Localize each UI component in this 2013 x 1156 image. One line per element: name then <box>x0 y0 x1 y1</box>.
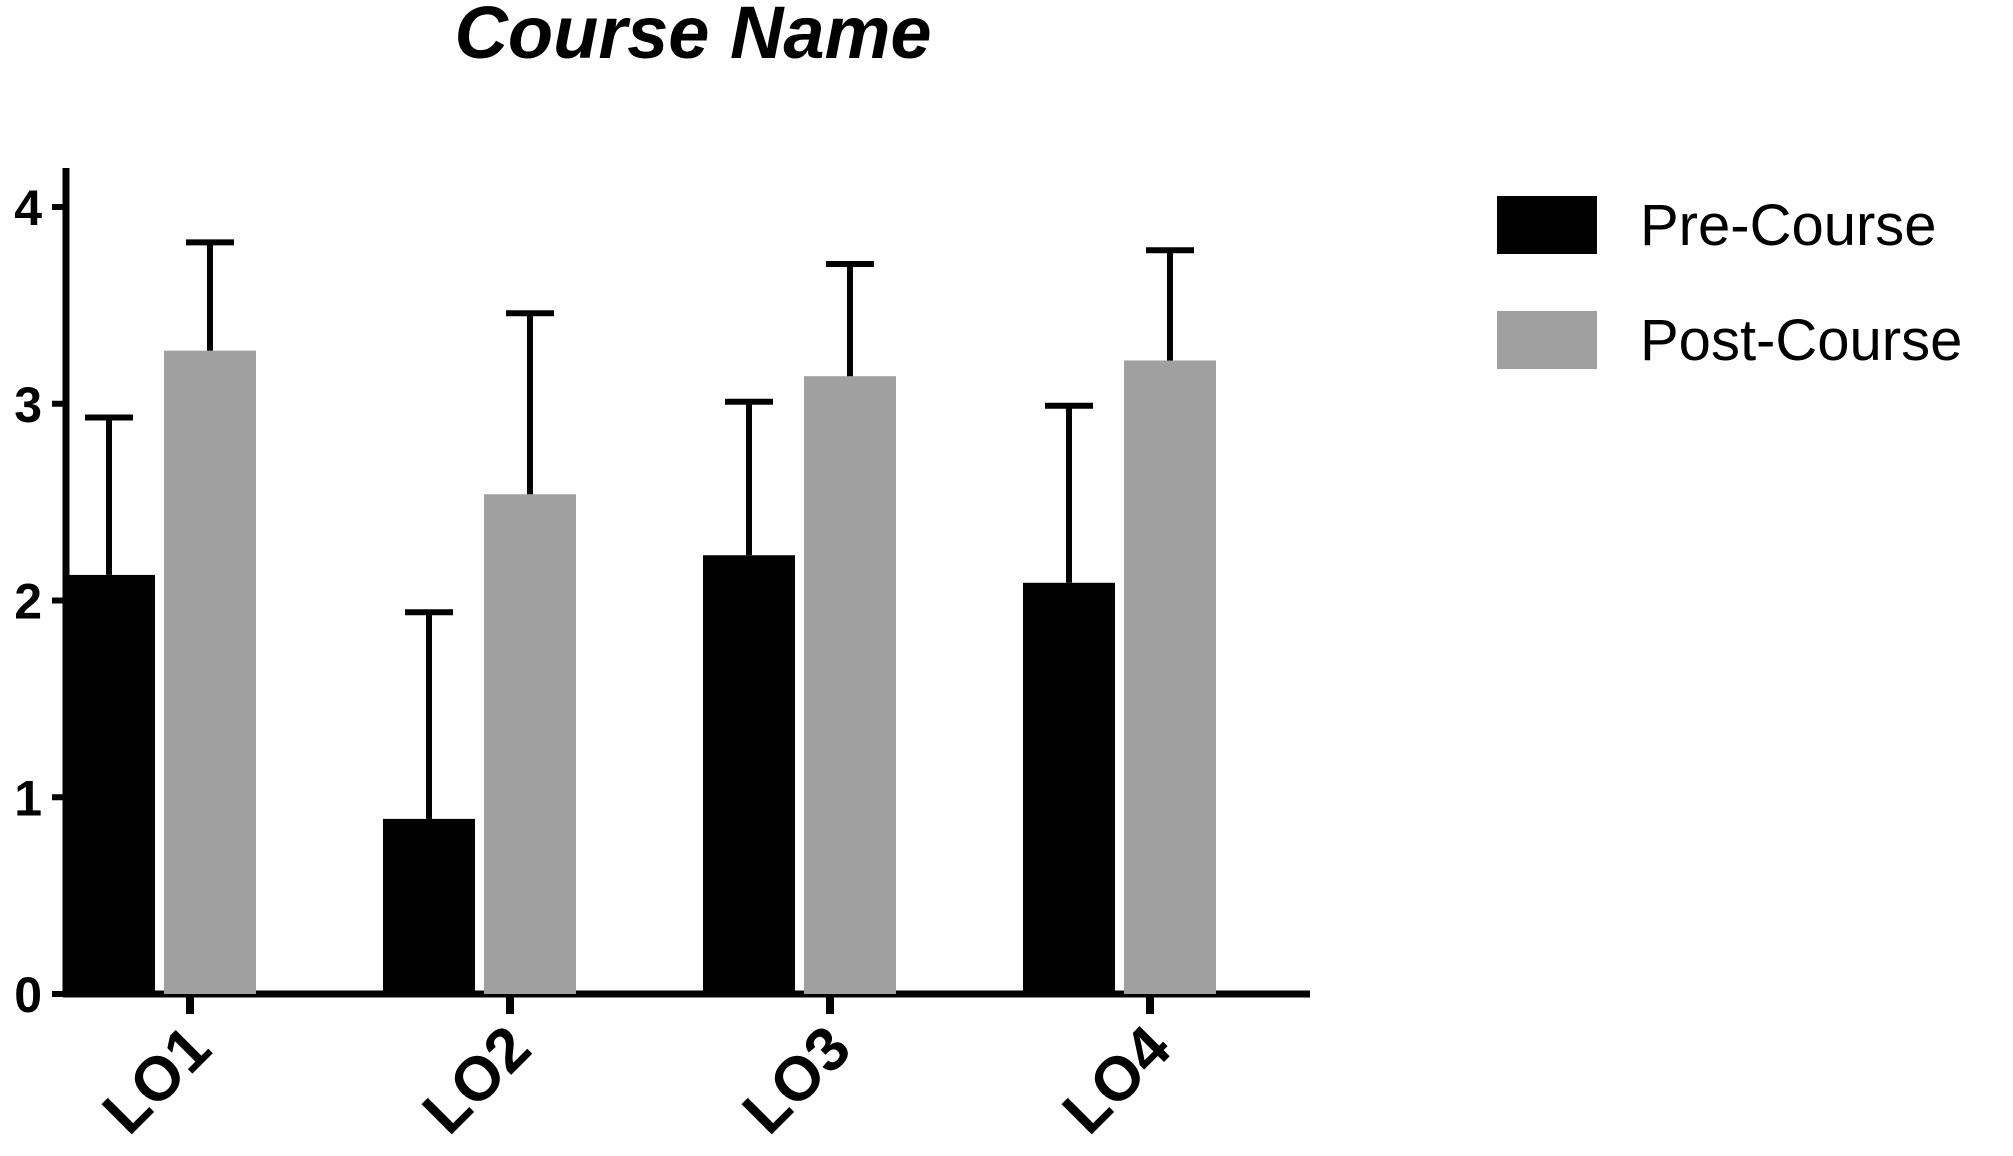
legend-swatch <box>1497 311 1597 369</box>
x-tick-label: LO2 <box>410 1013 544 1147</box>
bar-post-course-lo1 <box>164 350 256 994</box>
legend-label: Pre-Course <box>1640 193 1937 258</box>
bar-pre-course-lo2 <box>383 818 475 994</box>
x-axis-ticks: LO1 LO2 LO3 LO4 <box>90 994 1184 1147</box>
y-tick-label: 3 <box>14 377 42 433</box>
x-tick-label: LO3 <box>730 1013 864 1147</box>
y-tick-label: 2 <box>14 574 42 630</box>
bar-pre-course-lo3 <box>703 555 795 994</box>
y-axis-ticks: 0 1 2 3 4 <box>14 180 66 1023</box>
chart-title: Course Name <box>454 0 931 74</box>
bar-post-course-lo3 <box>804 376 896 995</box>
legend: Pre-Course Post-Course <box>1497 193 1962 373</box>
bar-pre-course-lo4 <box>1023 582 1115 994</box>
bars <box>63 350 1216 995</box>
bar-post-course-lo4 <box>1124 360 1216 995</box>
legend-swatch <box>1497 196 1597 254</box>
y-tick-label: 1 <box>14 770 42 826</box>
bar-post-course-lo2 <box>484 494 576 994</box>
x-tick-label: LO1 <box>90 1013 224 1147</box>
y-tick-label: 4 <box>14 180 42 236</box>
bar-pre-course-lo1 <box>63 574 155 994</box>
legend-label: Post-Course <box>1640 308 1962 373</box>
y-tick-label: 0 <box>14 967 42 1023</box>
error-bars <box>85 239 1194 819</box>
x-tick-label: LO4 <box>1050 1013 1184 1147</box>
